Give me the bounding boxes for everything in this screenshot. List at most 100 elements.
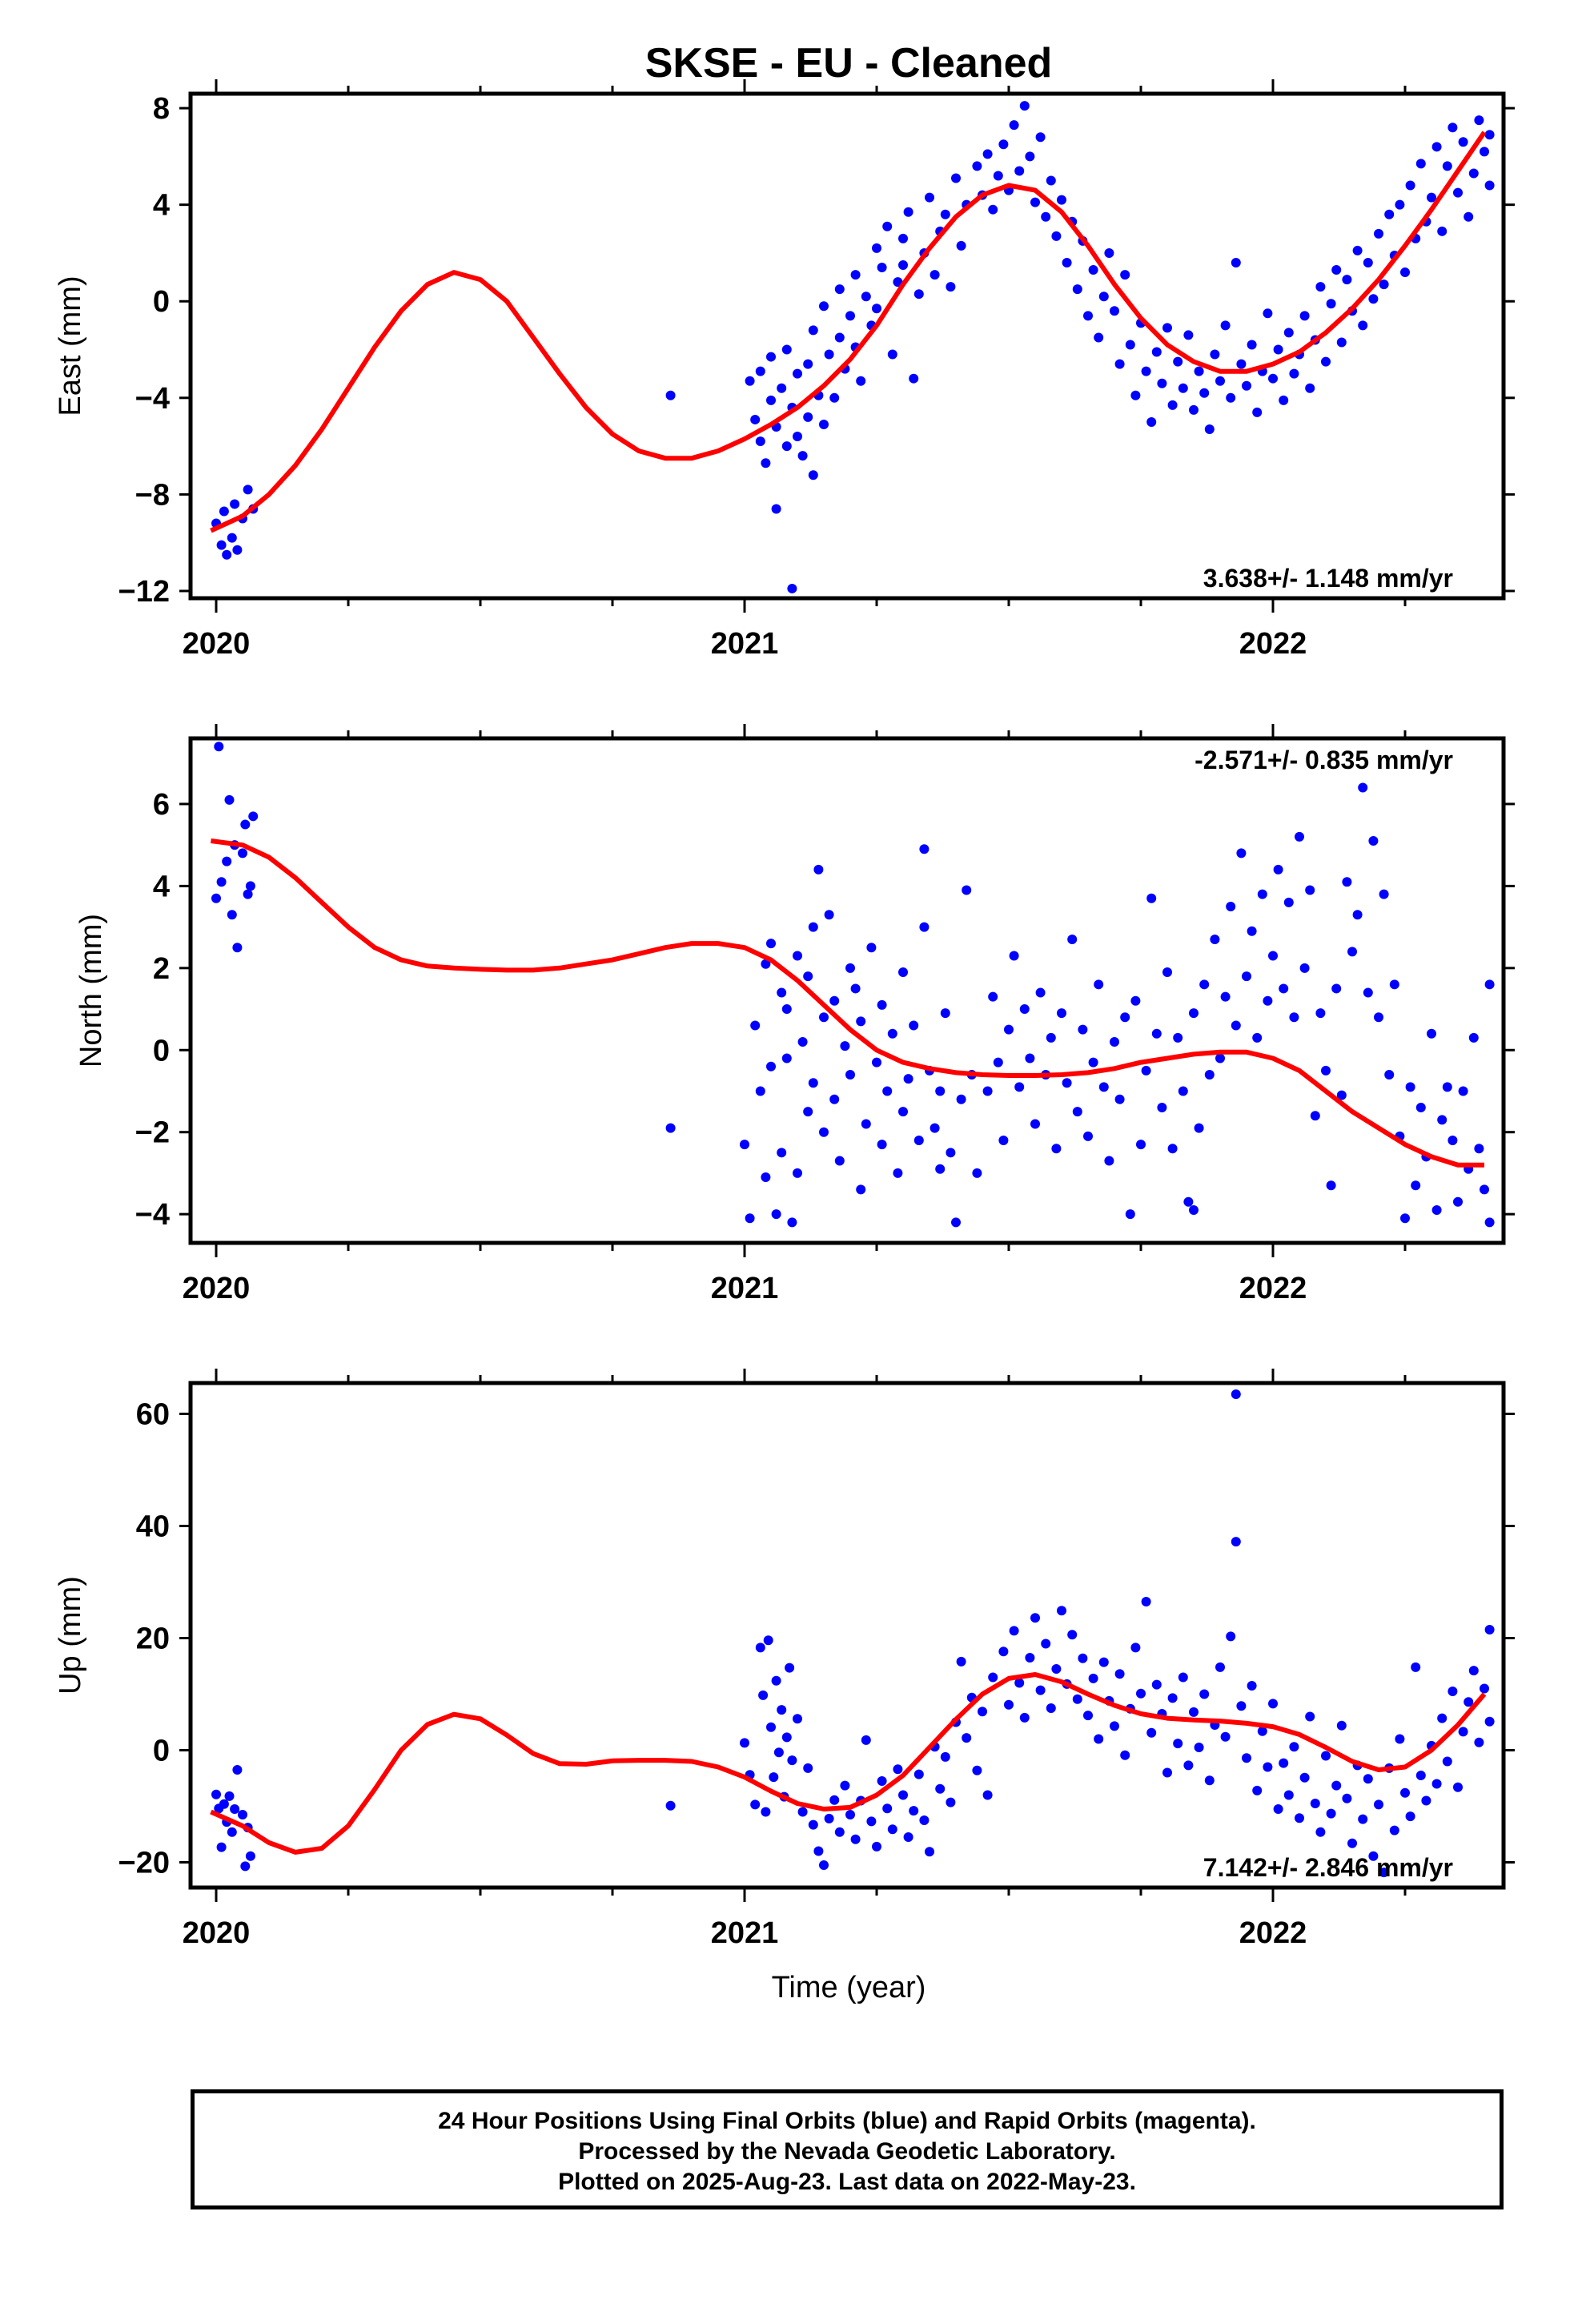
data-point <box>840 1780 850 1791</box>
data-point <box>1194 1743 1204 1752</box>
data-point <box>1231 1020 1241 1031</box>
data-point <box>1363 1774 1373 1784</box>
data-point <box>909 373 919 384</box>
data-point <box>1331 1780 1342 1791</box>
y-tick-label: 0 <box>153 1034 170 1068</box>
data-point <box>1263 995 1273 1006</box>
data-point <box>781 441 792 452</box>
data-point <box>219 506 229 517</box>
data-point <box>903 1074 913 1084</box>
data-point <box>988 1672 998 1683</box>
data-point <box>834 284 845 295</box>
data-point <box>1252 1785 1263 1795</box>
data-point <box>824 1813 834 1823</box>
data-point <box>750 414 761 424</box>
data-point <box>1247 1681 1257 1691</box>
data-point <box>808 922 818 932</box>
data-point <box>781 1004 792 1015</box>
data-point <box>1268 373 1278 384</box>
data-point <box>1437 1115 1447 1125</box>
data-point <box>1295 1813 1304 1823</box>
data-point <box>214 742 224 752</box>
data-point <box>755 366 765 376</box>
data-point <box>1299 1772 1310 1783</box>
data-point <box>1098 1657 1109 1667</box>
data-point <box>982 1086 993 1096</box>
data-point <box>898 233 908 243</box>
data-point <box>1062 258 1072 268</box>
data-point <box>797 1037 808 1047</box>
data-point <box>913 1769 924 1779</box>
data-point <box>1315 282 1326 292</box>
data-point <box>216 877 227 887</box>
data-point <box>240 1861 251 1872</box>
plot-frame <box>188 91 1506 601</box>
data-point <box>1231 1389 1241 1399</box>
data-point <box>245 1851 255 1861</box>
data-point <box>1046 1032 1056 1043</box>
data-point <box>972 1168 982 1178</box>
data-point <box>951 1217 961 1228</box>
data-point <box>1210 349 1220 360</box>
data-point <box>1242 1753 1251 1763</box>
data-point <box>227 1827 237 1837</box>
data-point <box>1421 1795 1431 1806</box>
data-point <box>1110 306 1119 316</box>
data-point <box>1088 1673 1098 1683</box>
data-point <box>777 1705 787 1715</box>
data-point <box>993 171 1003 181</box>
y-axis-label: East (mm) <box>54 275 87 416</box>
data-point <box>1041 211 1051 222</box>
data-point <box>1062 1078 1072 1088</box>
data-point <box>1257 1726 1267 1736</box>
panel-north: 6 4 2 0 −2 −4 2020 2021 2022 North (mm) -2.571+/- … <box>74 724 1515 1305</box>
data-point <box>935 1783 946 1794</box>
data-point <box>1167 1693 1178 1703</box>
data-points <box>211 742 1495 1228</box>
data-point <box>1136 1688 1146 1699</box>
data-point <box>755 1642 765 1653</box>
data-point <box>1146 416 1157 427</box>
data-point <box>903 1832 913 1842</box>
data-point <box>1395 199 1405 210</box>
data-point <box>856 1184 866 1195</box>
data-point <box>771 1209 781 1220</box>
data-point <box>940 1008 950 1019</box>
data-point <box>909 1806 919 1816</box>
data-point <box>1415 1102 1426 1112</box>
data-point <box>930 270 940 280</box>
data-point <box>766 395 776 405</box>
data-point <box>840 1041 850 1051</box>
data-point <box>882 1086 893 1096</box>
data-point <box>1130 1642 1141 1653</box>
data-point <box>962 885 972 895</box>
data-point <box>1484 1625 1495 1634</box>
data-point <box>1194 1123 1204 1133</box>
x-tick-label: 2020 <box>183 1272 251 1305</box>
data-point <box>898 260 908 271</box>
data-point <box>877 1776 887 1786</box>
data-point <box>771 1675 781 1686</box>
data-point <box>935 1164 946 1174</box>
data-point <box>1030 1119 1040 1129</box>
data-point <box>993 1057 1003 1068</box>
footer-caption: 24 Hour Positions Using Final Orbits (bl… <box>191 2089 1504 2209</box>
data-point <box>232 545 243 555</box>
data-point <box>1014 1082 1025 1092</box>
data-point <box>1151 1028 1162 1039</box>
y-tick-label: 60 <box>136 1398 170 1432</box>
data-point <box>1342 1793 1352 1803</box>
data-point <box>793 1714 802 1724</box>
data-point <box>1331 265 1342 275</box>
x-axis-label: Time (year) <box>772 1971 926 2004</box>
data-point <box>887 1028 897 1039</box>
data-point <box>1046 1703 1056 1713</box>
data-point <box>866 943 877 953</box>
data-point <box>1453 1196 1463 1207</box>
data-point <box>845 1810 855 1819</box>
data-point <box>940 209 950 219</box>
data-point <box>1025 1053 1035 1063</box>
data-point <box>1226 902 1236 911</box>
data-point <box>1368 294 1379 304</box>
data-point <box>750 1799 761 1810</box>
